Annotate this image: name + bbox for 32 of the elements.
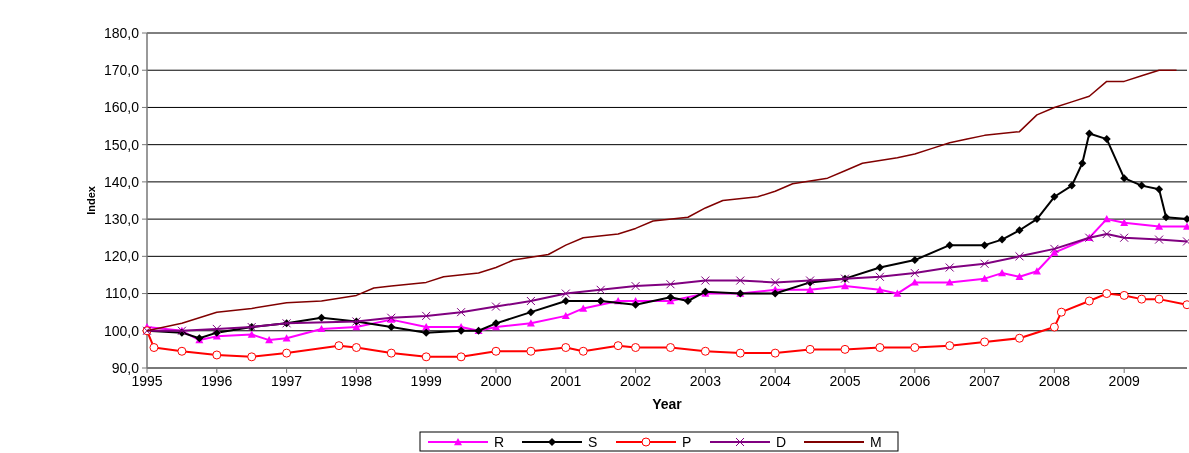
x-tick-label: 2006 [899,373,931,389]
legend-label: M [870,433,882,450]
x-tick-label: 2007 [969,373,1001,389]
y-tick-label: 100,0 [103,322,140,339]
x-tick-label: 1997 [271,373,303,389]
x-tick-label: 1995 [131,373,163,389]
y-tick-label: 150,0 [103,136,140,153]
x-tick-label: 2005 [829,373,861,389]
x-tick-label: 1999 [410,373,442,389]
x-tick-label: 2002 [620,373,652,389]
y-tick-label: 90,0 [111,359,140,376]
y-tick-label: 160,0 [103,99,140,116]
x-tick-label: 2003 [689,373,722,389]
y-tick-label: 120,0 [103,248,140,265]
x-tick-label: 2000 [480,373,512,389]
x-tick-label: 2004 [759,373,791,389]
x-tick-label: 2008 [1038,373,1071,389]
x-tick-label: 2001 [550,373,582,389]
legend-label: R [494,433,505,450]
y-tick-label: 130,0 [103,211,140,228]
legend-label: P [682,433,692,450]
x-tick-label: 2009 [1108,373,1140,389]
x-tick-label: 1998 [340,373,373,389]
y-tick-label: 140,0 [103,173,140,190]
x-axis-title: Year [652,396,683,412]
y-tick-label: 110,0 [105,285,140,302]
y-axis-title: Index [85,185,97,215]
y-tick-label: 170,0 [103,62,140,79]
x-tick-label: 1996 [201,373,233,389]
y-tick-label: 180,0 [103,24,140,41]
legend-label: S [588,433,598,450]
legend-label: D [776,433,787,450]
